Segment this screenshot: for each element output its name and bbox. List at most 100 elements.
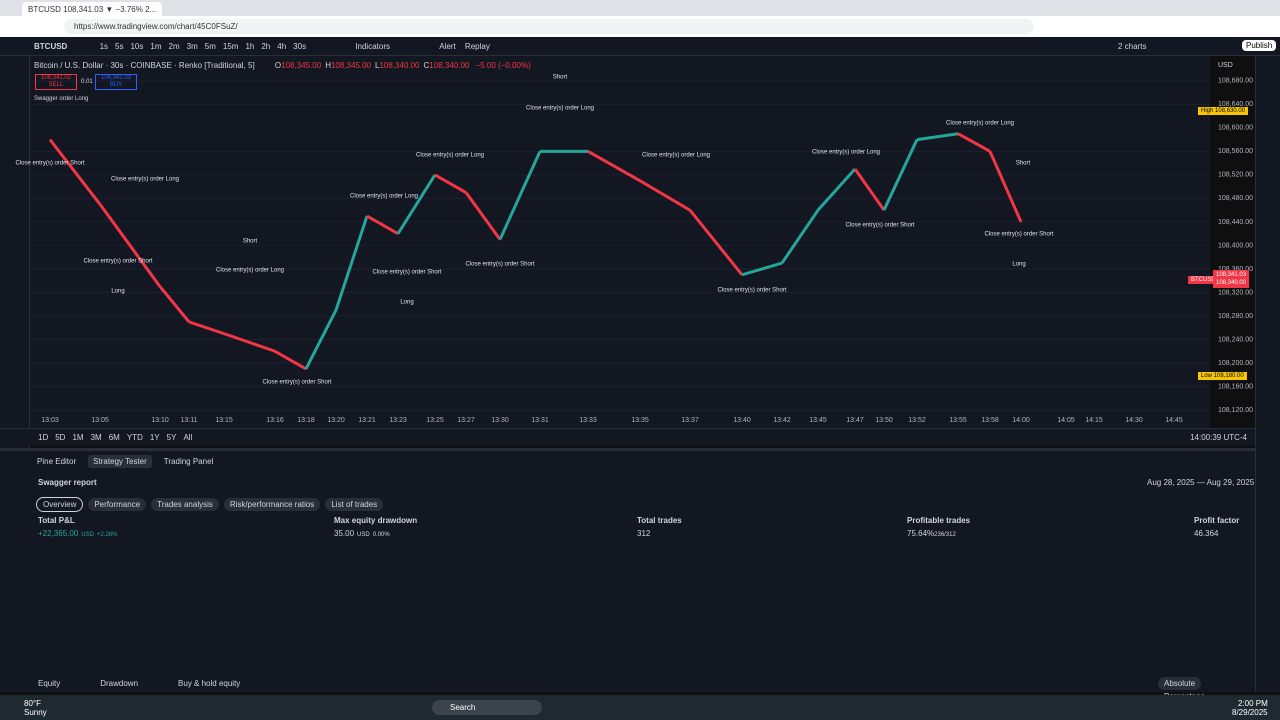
sell-button[interactable]: 108,341.02 SELL [35, 74, 77, 90]
price-segment [396, 174, 437, 235]
x-tick-label: 14:15 [1085, 417, 1103, 424]
price-segment [158, 285, 191, 323]
metric-label: Total P&L [38, 516, 75, 525]
interval[interactable]: 2h [261, 42, 271, 51]
right-sidebar [1255, 56, 1280, 692]
range[interactable]: 1M [72, 433, 84, 442]
high-label: High [1201, 108, 1214, 114]
low-value: 108,180.00 [1213, 373, 1244, 379]
subtabs: Overview Performance Trades analysis Risk/p… [36, 497, 388, 512]
tab-bar: BTCUSD 108,341.03 ▼ −3.76% 2... [0, 0, 1280, 16]
sell-price: 108,341.02 [40, 75, 72, 81]
interval[interactable]: 30s [293, 42, 307, 51]
panel-tab[interactable]: Trading Panel [163, 457, 214, 466]
intervals: 1s 5s 10s 1m 2m 3m 5m 15m 1h 2h 4h 30s [100, 42, 314, 51]
range[interactable]: 5D [55, 433, 66, 442]
publish[interactable]: Publish [1242, 40, 1277, 51]
high-value: 108,630.00 [1215, 108, 1246, 114]
range[interactable]: YTD [126, 433, 143, 442]
y-tick-label: 108,200.00 [1218, 360, 1253, 367]
subtab[interactable]: Overview [36, 497, 84, 512]
range[interactable]: 6M [108, 433, 120, 442]
price-segment [48, 138, 102, 206]
interval[interactable]: 1h [245, 42, 255, 51]
range[interactable]: 3M [90, 433, 102, 442]
trade-annotation: Long [400, 300, 413, 306]
low-label: Low [1201, 373, 1213, 379]
panel-tab[interactable]: Strategy Tester [88, 455, 152, 468]
clock: 2:00 PM [1238, 699, 1268, 708]
range[interactable]: 1Y [149, 433, 160, 442]
interval[interactable]: 5s [115, 42, 124, 51]
layout[interactable]: 2 charts [1118, 42, 1147, 51]
interval[interactable]: 2m [168, 42, 180, 51]
interval[interactable]: 4h [277, 42, 287, 51]
interval[interactable]: 1s [99, 42, 109, 51]
subtab[interactable]: Performance [88, 498, 147, 511]
subtab[interactable]: Trades analysis [151, 498, 219, 511]
x-tick-label: 13:47 [846, 417, 864, 424]
date: 8/29/2025 [1232, 708, 1268, 717]
x-tick-label: 13:11 [181, 417, 198, 424]
search[interactable]: Search [432, 700, 542, 715]
checkbox-label[interactable]: Equity [38, 679, 61, 688]
panel-tab[interactable]: Pine Editor [37, 457, 77, 466]
x-tick-label: 13:52 [908, 417, 926, 424]
subtab[interactable]: Risk/performance ratios [223, 498, 321, 511]
indicators[interactable]: Indicators [355, 42, 390, 51]
price-segment [98, 203, 162, 288]
x-tick-label: 13:05 [91, 417, 109, 424]
checkbox-label[interactable]: Drawdown [100, 679, 139, 688]
price-segment [434, 173, 467, 194]
symbol[interactable]: BTCUSD [34, 42, 68, 51]
interval[interactable]: 15m [222, 42, 239, 51]
metric-value: 75.64% [907, 529, 935, 538]
timezone[interactable]: 14:00:39 UTC-4 [1190, 433, 1247, 442]
trade-annotation: Close entry(s) order Short [83, 259, 152, 265]
x-tick-label: 13:25 [426, 417, 444, 424]
trade-annotation: Close entry(s) order Long [111, 177, 179, 183]
low-marker: Low 108,180.00 [1198, 372, 1247, 380]
price-segment [882, 138, 919, 211]
y-tick-label: 108,360.00 [1218, 266, 1253, 273]
price-pane [30, 56, 1210, 428]
report[interactable]: Swagger report [38, 478, 97, 487]
interval[interactable]: 5m [204, 42, 216, 51]
alert[interactable]: Alert [439, 42, 456, 51]
ohlc-label: O [274, 61, 282, 70]
ohlc: O108,345.00 H108,345.00 L108,340.00 C108,34… [275, 61, 473, 70]
metric-label: Max equity drawdown [334, 516, 418, 525]
metric-extra: +2.26% [96, 532, 118, 538]
x-tick-label: 13:20 [327, 417, 345, 424]
currency[interactable]: USD [1218, 62, 1233, 69]
y-tick-label: 108,440.00 [1218, 219, 1253, 226]
ohlc-value: 108,345.00 [281, 61, 322, 70]
buy-button[interactable]: 108,341.03 BUY [95, 74, 137, 90]
mode[interactable]: Absolute [1158, 677, 1202, 690]
metric-extra: 0.00% [372, 532, 390, 538]
interval[interactable]: 3m [186, 42, 198, 51]
range[interactable]: 1D [38, 433, 49, 442]
interval[interactable]: 10s [130, 42, 144, 51]
range[interactable]: All [183, 433, 193, 442]
interval[interactable]: 1m [150, 42, 162, 51]
y-tick-label: 108,520.00 [1218, 172, 1253, 179]
subtab[interactable]: List of trades [325, 498, 384, 511]
trade-annotation: Short [243, 239, 258, 245]
url[interactable]: https://www.tradingview.com/chart/45C0FS… [64, 19, 1034, 34]
metric-label: Total trades [637, 516, 682, 525]
range[interactable]: 5Y [166, 433, 177, 442]
change: −5.00 (−0.00%) [475, 61, 531, 70]
metric-value-row: 46.364 [1194, 529, 1239, 538]
spread: 0.01 [81, 79, 93, 85]
trade-annotation: Close entry(s) order Short [845, 223, 914, 229]
checkbox-label[interactable]: Buy & hold equity [178, 679, 241, 688]
x-tick-label: 13:18 [297, 417, 315, 424]
browser-tab[interactable]: BTCUSD 108,341.03 ▼ −3.76% 2... [22, 2, 162, 16]
toolbar: BTCUSD 1s 5s 10s 1m 2m 3m 5m 15m 1h 2h 4h 30s Indic… [0, 37, 1280, 56]
trade-annotation: Close entry(s) order Long [350, 194, 418, 200]
price-segment [780, 209, 820, 264]
replay[interactable]: Replay [464, 42, 490, 51]
date-range[interactable]: Aug 28, 2025 — Aug 29, 2025 [1147, 478, 1255, 487]
